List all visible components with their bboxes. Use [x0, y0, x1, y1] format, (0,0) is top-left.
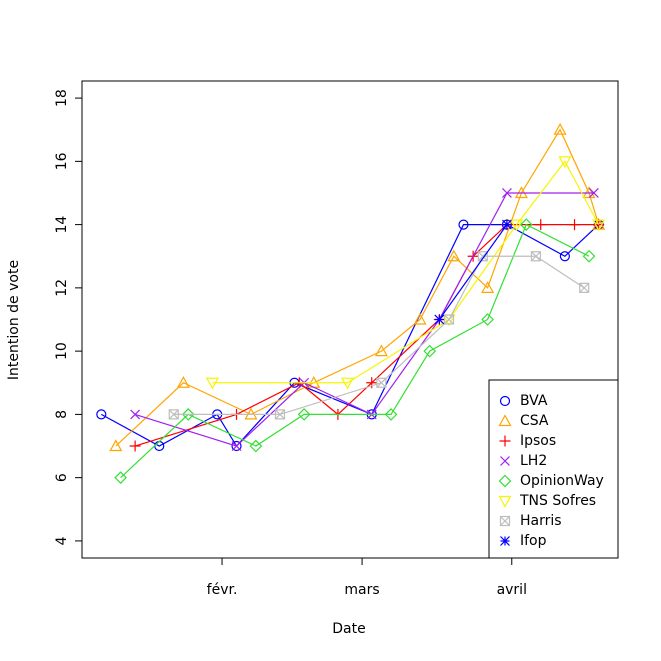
- series-line: [101, 224, 600, 448]
- marker: [498, 474, 512, 488]
- legend-label: Harris: [520, 513, 562, 529]
- marker: [569, 219, 581, 231]
- marker: [109, 439, 123, 452]
- marker: [500, 456, 510, 466]
- marker: [181, 408, 195, 421]
- legend-label: CSA: [520, 413, 549, 429]
- legend: BVA CSA Ipsos LH2 OpinionWay TNS Sofres Harris…: [488, 379, 619, 559]
- marker: [477, 251, 488, 262]
- marker: [481, 281, 495, 293]
- marker: [297, 408, 311, 421]
- marker: [499, 515, 511, 527]
- marker: [588, 188, 599, 198]
- marker: [498, 414, 512, 427]
- legend-label: Ifop: [520, 533, 547, 549]
- marker: [231, 441, 242, 451]
- y-tick-label: 6: [54, 473, 70, 482]
- y-tick-label: 12: [54, 279, 70, 297]
- y-tick-label: 14: [54, 216, 70, 234]
- x-tick-label: avril: [497, 582, 527, 598]
- marker: [510, 219, 524, 232]
- x-axis-label: Date: [332, 621, 365, 637]
- marker: [499, 435, 511, 447]
- marker: [374, 344, 388, 357]
- x-tick-label: févr.: [207, 582, 238, 598]
- legend-box: [488, 379, 619, 559]
- y-tick-label: 18: [54, 89, 70, 107]
- marker: [130, 409, 141, 420]
- marker: [530, 251, 542, 262]
- marker: [519, 218, 533, 231]
- marker: [413, 312, 427, 325]
- marker: [447, 249, 461, 262]
- legend-label: OpinionWay: [520, 473, 604, 489]
- legend-label: BVA: [520, 393, 548, 409]
- marker: [558, 156, 572, 169]
- x-tick-label: mars: [344, 582, 379, 598]
- marker: [502, 219, 512, 230]
- marker: [176, 376, 190, 388]
- marker: [129, 440, 141, 452]
- legend-label: Ipsos: [520, 433, 556, 449]
- marker: [535, 219, 547, 231]
- marker: [498, 495, 512, 508]
- y-tick-label: 10: [54, 342, 70, 360]
- marker: [458, 219, 469, 230]
- marker: [249, 439, 263, 453]
- marker: [423, 344, 437, 358]
- marker: [114, 471, 127, 485]
- marker: [481, 313, 494, 326]
- marker: [502, 188, 512, 198]
- series-line: [212, 160, 600, 384]
- legend-label: TNS Sofres: [519, 493, 596, 509]
- marker: [582, 249, 596, 263]
- series-line: [438, 224, 508, 320]
- marker: [366, 377, 378, 389]
- marker: [376, 377, 387, 388]
- y-tick-label: 4: [54, 536, 70, 545]
- legend-label: LH2: [520, 453, 547, 469]
- marker: [384, 408, 398, 421]
- plot-frame: [81, 80, 619, 559]
- marker: [341, 377, 355, 390]
- marker: [500, 536, 510, 546]
- marker: [443, 314, 455, 325]
- marker: [274, 409, 286, 420]
- marker: [96, 409, 107, 420]
- marker: [434, 314, 445, 325]
- marker: [205, 377, 219, 390]
- marker: [579, 282, 590, 293]
- marker: [231, 440, 242, 452]
- marker: [592, 219, 606, 232]
- marker: [499, 395, 511, 407]
- marker: [168, 409, 179, 420]
- y-tick-label: 8: [54, 410, 70, 419]
- y-axis-label: Intention de vote: [6, 260, 22, 380]
- series-line: [115, 128, 600, 447]
- marker: [553, 122, 567, 135]
- y-tick-label: 16: [54, 152, 70, 170]
- marker: [559, 251, 570, 262]
